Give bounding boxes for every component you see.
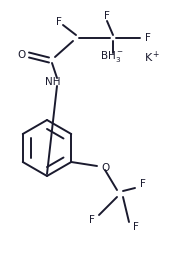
- Text: F: F: [145, 33, 151, 43]
- Text: O: O: [101, 163, 109, 173]
- Text: F: F: [89, 215, 95, 225]
- Text: K$^+$: K$^+$: [144, 49, 160, 65]
- Text: F: F: [140, 179, 146, 189]
- Text: NH: NH: [45, 77, 61, 87]
- Text: F: F: [104, 11, 110, 21]
- Text: F: F: [133, 222, 139, 232]
- Text: F: F: [56, 17, 62, 27]
- Text: O: O: [17, 50, 25, 60]
- Text: BH$_3^-$: BH$_3^-$: [100, 50, 124, 64]
